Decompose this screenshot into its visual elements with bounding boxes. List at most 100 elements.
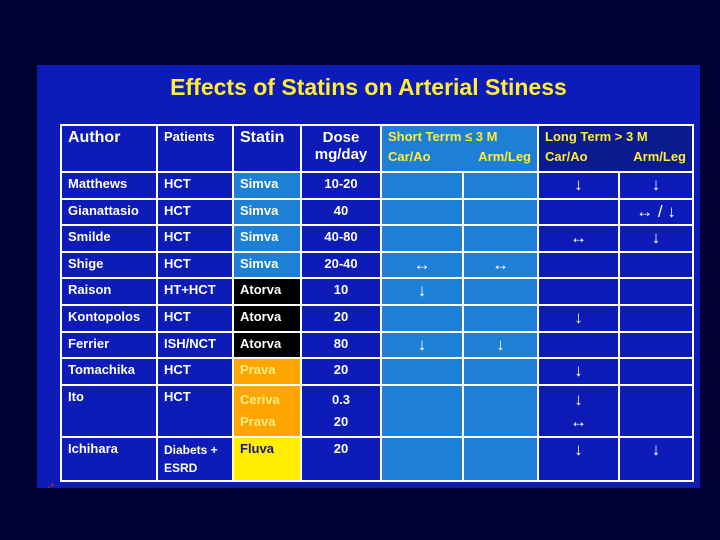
cell-long-car: ↔ — [537, 224, 620, 253]
cell-dose: 80 — [300, 330, 382, 360]
cell-short-arm: ↓ — [462, 330, 539, 360]
header-dose-line1: Dose — [322, 129, 360, 146]
cell-short-arm — [462, 277, 539, 306]
cell-short-car — [380, 224, 464, 253]
statins-table: Author Patients Statin Dose mg/day Short… — [60, 124, 694, 482]
cell-short-car — [380, 171, 464, 200]
cell-dose: 10 — [300, 277, 382, 306]
cell-statin: Atorva — [232, 330, 302, 360]
cell-short-arm — [462, 224, 539, 253]
cell-short-car — [380, 435, 464, 482]
cell-dose: 10-20 — [300, 171, 382, 200]
arrow-both-icon: ↔ — [570, 411, 587, 431]
cell-statin: Ceriva Prava — [232, 383, 302, 438]
long-car-ao: Car/Ao — [545, 149, 588, 164]
cell-dose: 40 — [300, 197, 382, 227]
cell-short-arm — [462, 171, 539, 200]
short-term-subheaders: Car/Ao Arm/Leg — [388, 149, 531, 164]
patients-line2: ESRD — [164, 460, 198, 475]
cell-short-arm — [462, 383, 539, 438]
cell-long-car: ↓ — [537, 435, 620, 482]
header-long-term-label: Long Term > 3 M — [545, 129, 648, 144]
slide-panel: Effects of Statins on Arterial Stiness A… — [37, 65, 700, 488]
header-dose-line2: mg/day — [314, 146, 368, 163]
header-patients: Patients — [156, 124, 234, 173]
cell-long-arm: ↔ / ↓ — [618, 197, 694, 227]
slide-title: Effects of Statins on Arterial Stiness — [170, 74, 567, 100]
header-author: Author — [60, 124, 158, 173]
short-arm-leg: Arm/Leg — [478, 149, 531, 164]
cell-long-arm — [618, 250, 694, 280]
cell-author: Smilde — [60, 224, 158, 253]
cell-short-car — [380, 197, 464, 227]
header-short-term: Short Terrm ≤ 3 M Car/Ao Arm/Leg — [380, 124, 539, 173]
table-row-ito: Ito HCT Ceriva Prava 0.3 20 ↓ ↔ — [60, 383, 694, 438]
cell-long-arm: ↓ — [618, 224, 694, 253]
cell-long-arm: ↓ — [618, 171, 694, 200]
cell-author: Gianattasio — [60, 197, 158, 227]
cell-statin: Atorva — [232, 303, 302, 333]
cell-author: Tomachika — [60, 357, 158, 386]
cell-dose: 20-40 — [300, 250, 382, 280]
cell-long-car — [537, 250, 620, 280]
cell-statin: Simva — [232, 250, 302, 280]
table-row: Raison HT+HCT Atorva 10 ↓ — [60, 277, 694, 306]
cell-short-car: ↓ — [380, 330, 464, 360]
header-long-term: Long Term > 3 M Car/Ao Arm/Leg — [537, 124, 694, 173]
cell-patients: HT+HCT — [156, 277, 234, 306]
cell-long-car: ↓ ↔ — [537, 383, 620, 438]
cell-short-arm — [462, 357, 539, 386]
table-row: Smilde HCT Simva 40-80 ↔ ↓ — [60, 224, 694, 253]
cell-statin: Simva — [232, 224, 302, 253]
corner-mark: -* — [47, 482, 55, 493]
cell-author: Ferrier — [60, 330, 158, 360]
long-arm-leg: Arm/Leg — [633, 149, 686, 164]
cell-author: Ichihara — [60, 435, 158, 482]
table-row-ichihara: Ichihara Diabets + ESRD Fluva 20 ↓ ↓ — [60, 435, 694, 482]
cell-short-arm — [462, 303, 539, 333]
cell-short-arm — [462, 197, 539, 227]
cell-statin: Simva — [232, 197, 302, 227]
cell-patients: HCT — [156, 383, 234, 438]
cell-long-car: ↓ — [537, 171, 620, 200]
cell-patients: HCT — [156, 357, 234, 386]
header-dose: Dose mg/day — [300, 124, 382, 173]
dose-2: 20 — [333, 413, 349, 429]
long-term-subheaders: Car/Ao Arm/Leg — [545, 149, 686, 164]
cell-dose: 40-80 — [300, 224, 382, 253]
cell-patients: ISH/NCT — [156, 330, 234, 360]
dose-1: 0.3 — [331, 391, 351, 407]
cell-statin: Prava — [232, 357, 302, 386]
cell-long-arm — [618, 357, 694, 386]
table-row: Gianattasio HCT Simva 40 ↔ / ↓ — [60, 197, 694, 227]
cell-patients: HCT — [156, 303, 234, 333]
table-row: Shige HCT Simva 20-40 ↔ ↔ — [60, 250, 694, 280]
cell-long-arm: ↓ — [618, 435, 694, 482]
cell-long-car: ↓ — [537, 303, 620, 333]
cell-short-car — [380, 383, 464, 438]
cell-long-arm — [618, 330, 694, 360]
cell-patients: Diabets + ESRD — [156, 435, 234, 482]
statin-prava: Prava — [240, 413, 276, 429]
cell-statin: Fluva — [232, 435, 302, 482]
cell-statin: Simva — [232, 171, 302, 200]
table-row: Matthews HCT Simva 10-20 ↓ ↓ — [60, 171, 694, 200]
cell-long-arm — [618, 383, 694, 438]
cell-short-car: ↓ — [380, 277, 464, 306]
cell-dose: 0.3 20 — [300, 383, 382, 438]
cell-short-car — [380, 357, 464, 386]
cell-short-car: ↔ — [380, 250, 464, 280]
cell-dose: 20 — [300, 435, 382, 482]
cell-short-arm — [462, 435, 539, 482]
statin-ceriva: Ceriva — [240, 391, 280, 407]
cell-dose: 20 — [300, 303, 382, 333]
cell-patients: HCT — [156, 224, 234, 253]
cell-long-arm — [618, 277, 694, 306]
cell-long-car — [537, 330, 620, 360]
table-row: Ferrier ISH/NCT Atorva 80 ↓ ↓ — [60, 330, 694, 360]
table-row: Kontopolos HCT Atorva 20 ↓ — [60, 303, 694, 333]
cell-author: Raison — [60, 277, 158, 306]
arrow-down-icon: ↓ — [574, 389, 583, 409]
cell-long-car: ↓ — [537, 357, 620, 386]
header-short-term-label: Short Terrm ≤ 3 M — [388, 129, 498, 144]
